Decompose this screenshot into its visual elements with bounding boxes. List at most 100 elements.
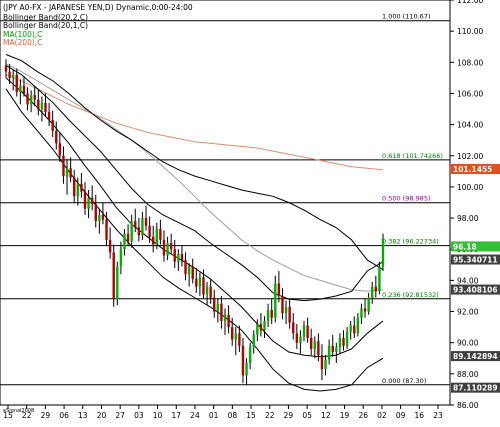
bb2-upper-line — [5, 54, 384, 270]
candle-body — [371, 286, 374, 298]
candle-body — [173, 249, 176, 262]
candle-body — [29, 95, 33, 105]
candle-body — [73, 177, 76, 197]
x-tick-label: 03 — [134, 411, 144, 420]
price-tag — [451, 254, 500, 265]
candle-body — [195, 278, 198, 287]
candle-body — [4, 65, 8, 72]
price-tag-label: 89.142894 — [453, 352, 498, 361]
candle-body — [126, 233, 130, 242]
candle-body — [335, 347, 338, 353]
chart-title: (JPY A0-FX - JAPANESE YEN,D) Dynamic,0:0… — [3, 3, 193, 12]
candle-body — [263, 320, 266, 331]
fib-label: 0.500 (98.985) — [382, 195, 431, 203]
candle-body — [19, 85, 22, 92]
candle-body — [248, 347, 252, 363]
candle-body — [198, 277, 202, 287]
candle-body — [105, 219, 108, 240]
candle-body — [137, 227, 141, 236]
chart-legend: (JPY A0-FX - JAPANESE YEN,D) Dynamic,0:0… — [3, 3, 193, 47]
fib-label: 0.000 (87.30) — [382, 377, 426, 385]
candle-body — [345, 331, 349, 346]
x-tick-label: 24 — [190, 411, 200, 420]
candle-body — [152, 236, 155, 245]
fib-levels: 1.000 (110.67) 0.618 (101.74266) 0.500 (98… — [0, 13, 450, 386]
candle-body — [209, 286, 212, 298]
candles — [4, 59, 385, 385]
x-axis: 15 22 29 06 13 20 27 03 10 17 24 01 08 15 22 29 05 12 19 26… — [3, 405, 443, 420]
x-tick-label: 29 — [284, 411, 294, 420]
legend-bb2: Bollinger Band(20,2,C) — [3, 13, 88, 22]
candle-body — [381, 238, 385, 267]
candle-body — [309, 338, 313, 349]
legend-ma200: MA(200),C — [3, 38, 42, 47]
price-tag — [451, 164, 500, 175]
candle-body — [374, 286, 378, 292]
candle-body — [83, 191, 87, 209]
x-tick-label: 17 — [171, 411, 181, 420]
candle-body — [69, 168, 72, 178]
watermark: eSignal2008 — [3, 408, 34, 414]
candle-body — [134, 221, 137, 228]
candle-body — [353, 325, 356, 334]
candle-body — [180, 253, 184, 261]
y-tick-label: 112.00 — [457, 0, 483, 5]
candle-body — [191, 266, 194, 279]
plot-frame — [0, 0, 451, 406]
candle-body — [284, 306, 288, 314]
x-tick-label: 19 — [340, 411, 350, 420]
x-tick-label: 23 — [433, 411, 443, 420]
x-tick-label: 26 — [358, 411, 368, 420]
candle-body — [288, 306, 291, 323]
candle-body — [367, 297, 370, 312]
x-tick-label: 02 — [377, 411, 387, 420]
candle-body — [360, 308, 363, 318]
candle-body — [141, 218, 144, 236]
candle-body — [55, 130, 58, 144]
candle-body — [87, 197, 90, 209]
candle-body — [144, 218, 148, 226]
candle-body — [241, 345, 245, 376]
candle-body — [363, 308, 367, 312]
candle-body — [331, 345, 334, 353]
price-tag — [451, 351, 500, 362]
candle-body — [76, 183, 80, 197]
indicator-lines — [5, 54, 384, 392]
candle-body — [231, 327, 234, 340]
candle-body — [98, 214, 101, 222]
price-tag-label: 96.18 — [453, 242, 477, 251]
x-tick-label: 16 — [415, 411, 425, 420]
y-tick-label: 92.00 — [457, 308, 479, 317]
candle-body — [80, 183, 83, 192]
legend-bb1: Bollinger Band(20,1,C) — [3, 21, 88, 30]
candle-body — [62, 155, 65, 177]
candle-body — [90, 197, 94, 205]
price-tag — [451, 241, 500, 252]
y-tick-label: 104.00 — [457, 121, 483, 130]
candle-body — [108, 239, 112, 253]
x-tick-label: 15 — [246, 411, 256, 420]
candle-body — [349, 325, 352, 332]
candle-body — [356, 317, 360, 334]
x-tick-label: 10 — [153, 411, 163, 420]
candle-body — [8, 71, 11, 78]
y-tick-label: 102.00 — [457, 152, 483, 161]
fib-label: 0.618 (101.74266) — [382, 152, 443, 160]
candle-body — [274, 283, 277, 318]
candle-body — [281, 295, 284, 314]
candle-body — [205, 286, 209, 295]
fib-label: 0.236 (92.81532) — [382, 291, 439, 299]
x-tick-label: 29 — [41, 411, 51, 420]
candle-body — [65, 168, 69, 177]
candle-body — [234, 333, 237, 340]
candle-body — [238, 333, 241, 346]
candle-body — [22, 85, 26, 94]
x-tick-label: 05 — [302, 411, 312, 420]
candle-body — [44, 102, 47, 113]
y-tick-label: 90.00 — [457, 339, 479, 348]
candle-body — [317, 341, 320, 356]
candle-body — [101, 214, 105, 220]
candle-body — [15, 74, 18, 92]
legend-ma100: MA(100),C — [3, 30, 42, 39]
